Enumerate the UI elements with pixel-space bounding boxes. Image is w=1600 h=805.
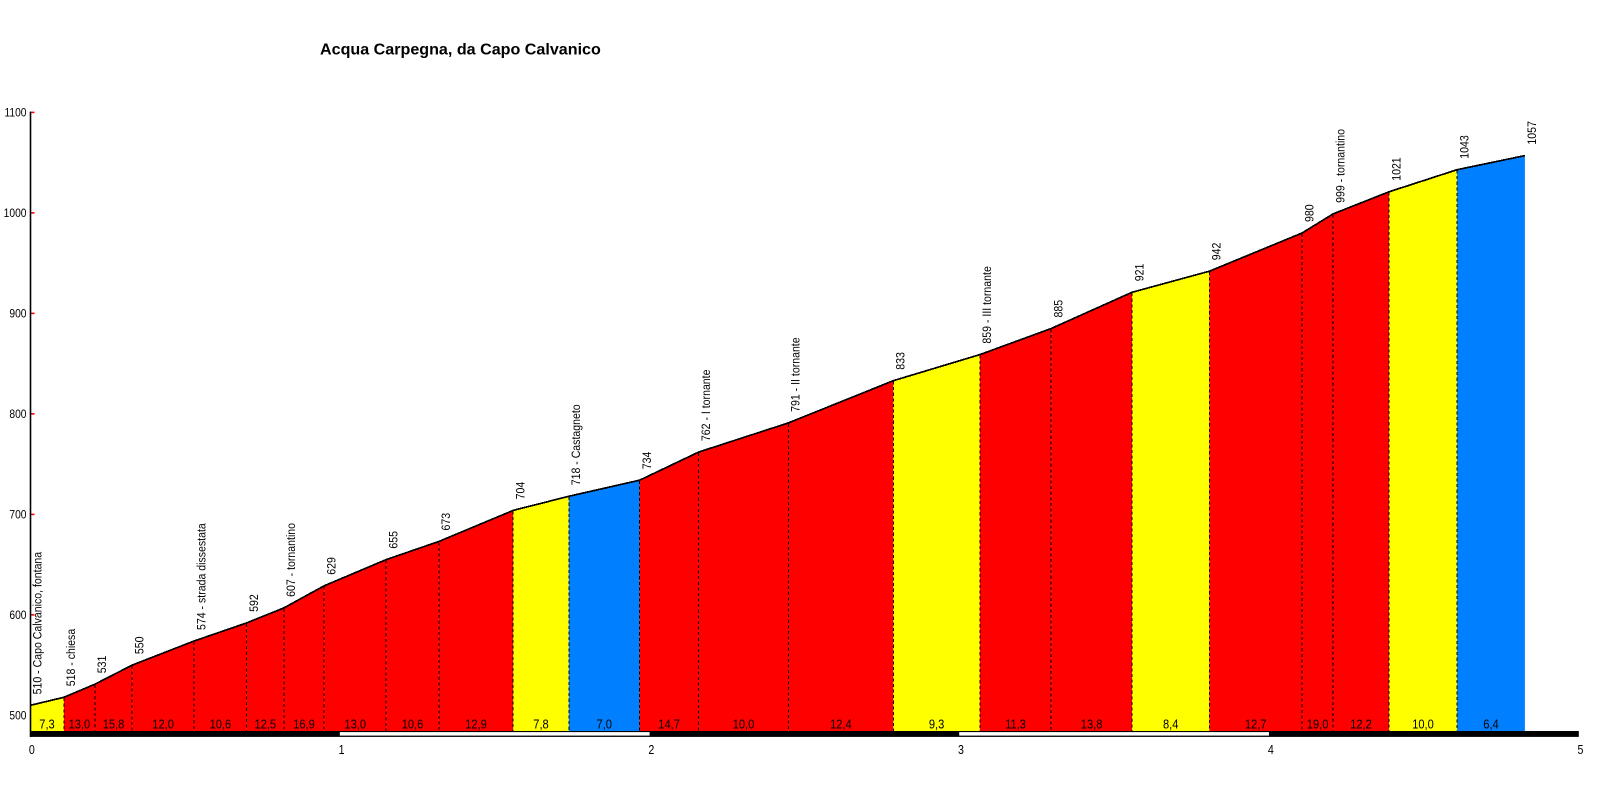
svg-text:1057: 1057 [1527, 121, 1540, 144]
svg-text:15,8: 15,8 [103, 717, 125, 732]
svg-text:592: 592 [248, 594, 261, 612]
svg-text:12,0: 12,0 [152, 717, 174, 732]
svg-text:10,6: 10,6 [402, 717, 424, 732]
svg-text:1021: 1021 [1391, 157, 1404, 180]
svg-text:859 - III tornante: 859 - III tornante [982, 266, 995, 343]
svg-text:500: 500 [9, 710, 26, 723]
svg-text:4: 4 [1268, 743, 1274, 757]
svg-text:700: 700 [9, 509, 26, 522]
svg-text:800: 800 [9, 409, 26, 422]
svg-text:12,9: 12,9 [465, 717, 487, 732]
svg-text:791 - II tornante: 791 - II tornante [790, 337, 803, 412]
svg-text:600: 600 [9, 610, 26, 623]
svg-text:531: 531 [97, 656, 110, 674]
svg-text:942: 942 [1211, 243, 1224, 261]
svg-text:13,0: 13,0 [69, 717, 91, 732]
svg-text:999 - tornantino: 999 - tornantino [1335, 129, 1348, 203]
svg-text:900: 900 [9, 308, 26, 321]
svg-text:885: 885 [1053, 300, 1066, 318]
svg-text:3: 3 [958, 743, 964, 757]
svg-text:12,2: 12,2 [1350, 717, 1372, 732]
svg-text:6,4: 6,4 [1483, 717, 1499, 732]
svg-text:10,0: 10,0 [733, 717, 755, 732]
svg-text:5: 5 [1578, 743, 1584, 757]
svg-text:7,0: 7,0 [596, 717, 612, 732]
svg-text:8,4: 8,4 [1163, 717, 1179, 732]
svg-text:718 - Castagneto: 718 - Castagneto [571, 404, 584, 485]
svg-text:673: 673 [441, 513, 454, 531]
svg-text:550: 550 [134, 636, 147, 654]
svg-text:10,0: 10,0 [1412, 717, 1434, 732]
svg-text:12,7: 12,7 [1245, 717, 1267, 732]
svg-text:2: 2 [648, 743, 654, 757]
svg-text:16,9: 16,9 [293, 717, 315, 732]
svg-text:629: 629 [326, 557, 339, 575]
svg-text:11,3: 11,3 [1005, 717, 1026, 732]
svg-text:921: 921 [1134, 264, 1147, 282]
svg-text:1100: 1100 [4, 107, 26, 120]
svg-text:607 - tornantino: 607 - tornantino [286, 523, 299, 597]
svg-text:704: 704 [515, 482, 528, 500]
svg-text:Acqua Carpegna, da Capo Calvan: Acqua Carpegna, da Capo Calvanico [320, 41, 601, 59]
svg-text:0: 0 [29, 743, 35, 757]
svg-text:734: 734 [641, 452, 654, 470]
svg-text:655: 655 [388, 531, 401, 549]
svg-text:518 - chiesa: 518 - chiesa [66, 628, 79, 686]
svg-text:13,8: 13,8 [1081, 717, 1103, 732]
svg-text:574 - strada dissestata: 574 - strada dissestata [196, 523, 209, 630]
svg-text:7,3: 7,3 [39, 717, 55, 732]
svg-text:12,4: 12,4 [830, 717, 852, 732]
svg-text:7,8: 7,8 [533, 717, 549, 732]
svg-text:980: 980 [1304, 204, 1317, 222]
svg-text:1000: 1000 [4, 208, 27, 221]
svg-text:1: 1 [339, 743, 345, 757]
svg-text:13,0: 13,0 [344, 717, 366, 732]
svg-text:14,7: 14,7 [658, 717, 680, 732]
svg-text:1043: 1043 [1459, 135, 1472, 158]
svg-text:12,5: 12,5 [254, 717, 276, 732]
svg-text:10,6: 10,6 [210, 717, 232, 732]
svg-text:833: 833 [895, 352, 908, 370]
svg-text:9,3: 9,3 [929, 717, 945, 732]
svg-text:762 - I tornante: 762 - I tornante [700, 370, 713, 442]
svg-text:510 - Capo Calvanico, fontana: 510 - Capo Calvanico, fontana [32, 551, 45, 694]
svg-text:19,0: 19,0 [1307, 717, 1329, 732]
